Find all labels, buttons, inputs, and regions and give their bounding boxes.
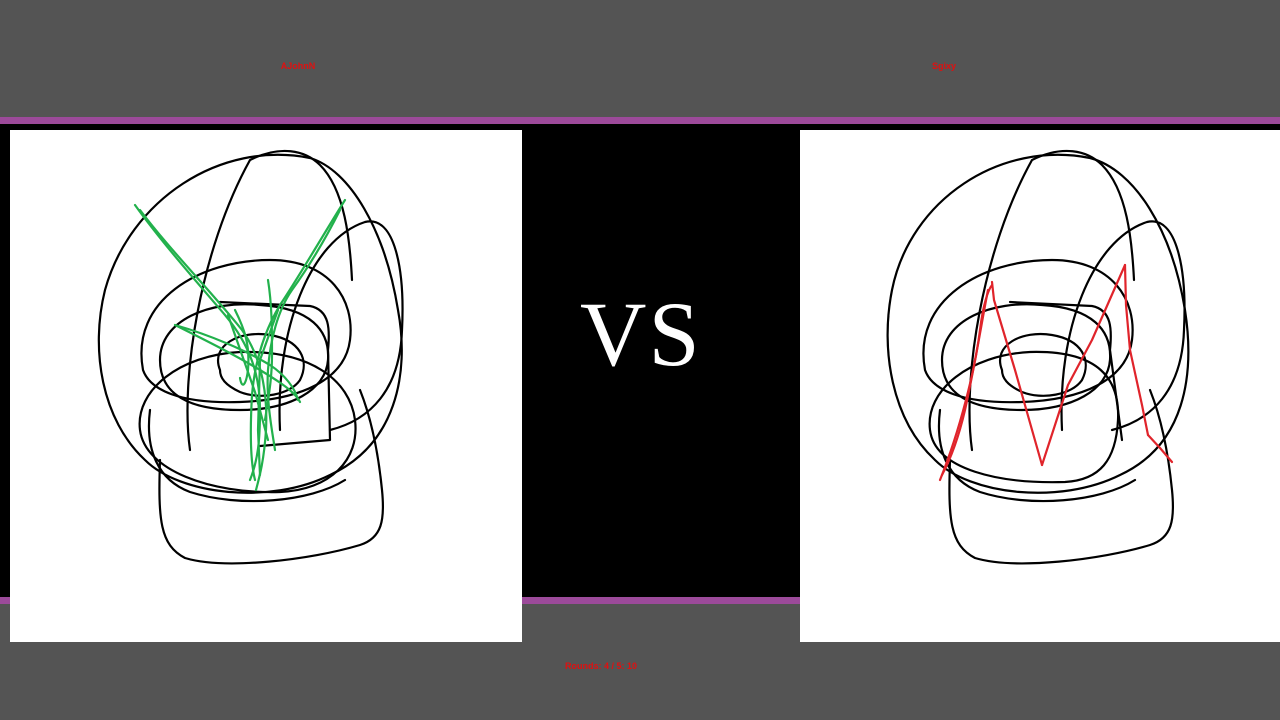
accent-line-bottom bbox=[0, 597, 1280, 604]
drawing-canvas-right[interactable] bbox=[800, 130, 1280, 642]
player-left-strokes bbox=[133, 198, 347, 492]
player-left-name: AJohnN bbox=[280, 61, 316, 71]
top-bar: AJohnN Sgixy bbox=[0, 0, 1280, 117]
drawing-right bbox=[886, 149, 1190, 565]
player-right-strokes bbox=[938, 263, 1174, 482]
round-info: Rounds: 4 / 5: 10 bbox=[564, 661, 638, 671]
drawing-canvas-left[interactable] bbox=[10, 130, 522, 642]
player-right-name: Sgixy bbox=[931, 61, 957, 71]
base-sketch bbox=[886, 149, 1190, 565]
vs-label: VS bbox=[580, 283, 702, 385]
drawing-left bbox=[97, 149, 404, 565]
accent-line-top bbox=[0, 117, 1280, 124]
base-sketch bbox=[97, 149, 404, 565]
